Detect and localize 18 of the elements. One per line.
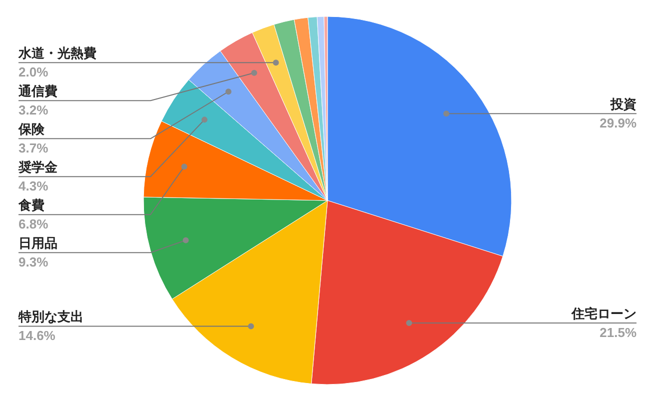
slice-label: 奨学金	[18, 160, 58, 175]
data-label: 3.2%	[18, 102, 49, 118]
slice-label: 通信費	[18, 84, 58, 99]
data-label: 21.5%	[600, 325, 637, 340]
data-label: 3.7%	[18, 140, 49, 156]
data-label: 4.3%	[18, 178, 49, 194]
data-label: 14.6%	[18, 328, 56, 344]
slice-label: 保険	[18, 122, 46, 137]
data-label: 6.8%	[18, 216, 49, 232]
data-label: 9.3%	[18, 254, 49, 270]
slice-label: 食費	[18, 198, 44, 213]
slice-label: 特別な支出	[18, 309, 84, 324]
data-label: 2.0%	[18, 64, 49, 80]
slice-label: 水道・光熱費	[18, 46, 96, 61]
slice-label: 日用品	[18, 236, 58, 251]
slice-label: 投資	[610, 96, 636, 112]
data-label: 29.9%	[600, 116, 637, 131]
slice-label: 住宅ローン	[570, 306, 636, 322]
